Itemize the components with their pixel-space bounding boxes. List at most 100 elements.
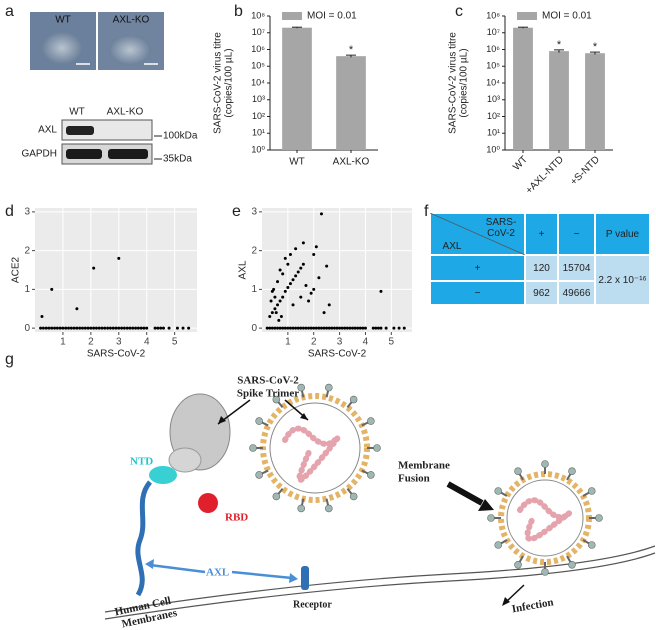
point bbox=[64, 326, 68, 330]
point bbox=[50, 326, 54, 330]
axl-protein bbox=[135, 480, 153, 597]
point bbox=[120, 326, 124, 330]
spike-head bbox=[587, 541, 596, 549]
spike-trimer bbox=[168, 447, 202, 473]
x-axis-label: SARS-CoV-2 bbox=[308, 349, 367, 360]
point bbox=[92, 326, 96, 330]
point bbox=[286, 285, 290, 289]
point bbox=[291, 303, 295, 307]
point bbox=[136, 326, 140, 330]
panel-letter: b bbox=[234, 3, 243, 20]
arrow bbox=[446, 481, 484, 506]
point bbox=[277, 318, 281, 322]
y-tick-label: 1 bbox=[24, 284, 30, 295]
point bbox=[281, 295, 285, 299]
x-tick-label: AXL-KO bbox=[333, 157, 370, 168]
point bbox=[338, 326, 342, 330]
point bbox=[379, 326, 383, 330]
point bbox=[301, 326, 305, 330]
point bbox=[50, 287, 54, 291]
point bbox=[114, 326, 118, 330]
p-value-cell: 2.2 x 10⁻¹⁶ bbox=[595, 255, 650, 305]
x-axis-label: SARS-CoV-2 bbox=[87, 349, 146, 360]
rna bbox=[282, 425, 341, 483]
arrowhead bbox=[502, 597, 510, 606]
point bbox=[61, 326, 65, 330]
table-cell: 962 bbox=[525, 281, 558, 305]
y-axis-label: SARS-CoV-2 virus titre bbox=[213, 32, 224, 134]
table-cell: 15704 bbox=[558, 255, 595, 281]
significance-mark: * bbox=[349, 44, 354, 56]
point bbox=[363, 326, 367, 330]
y-tick-label: 1 bbox=[251, 284, 257, 295]
point bbox=[294, 247, 298, 251]
diagram-label: Spike Trimer bbox=[237, 388, 299, 400]
point bbox=[343, 326, 347, 330]
spike-head bbox=[367, 417, 375, 425]
blot-band bbox=[66, 149, 102, 159]
point bbox=[317, 276, 321, 280]
spike-head bbox=[249, 444, 257, 452]
spike-head bbox=[373, 444, 381, 452]
point bbox=[47, 326, 51, 330]
spikes bbox=[249, 383, 603, 576]
bar bbox=[513, 27, 533, 150]
point bbox=[92, 266, 96, 270]
virus bbox=[506, 479, 584, 557]
point bbox=[276, 326, 280, 330]
point bbox=[296, 270, 300, 274]
y-axis-label: AXL bbox=[238, 260, 249, 279]
point bbox=[40, 315, 44, 318]
spike-head bbox=[595, 514, 603, 522]
x-tick-label: 3 bbox=[337, 337, 343, 348]
arrowhead bbox=[218, 416, 226, 424]
point bbox=[117, 326, 121, 330]
point bbox=[294, 274, 298, 278]
row-header: + bbox=[430, 255, 525, 281]
spike-head bbox=[514, 467, 522, 476]
point bbox=[53, 326, 57, 330]
point bbox=[175, 326, 179, 330]
y-tick-label: 10⁶ bbox=[251, 44, 265, 54]
table-cell: 49666 bbox=[558, 281, 595, 305]
lane-label: WT bbox=[69, 107, 85, 118]
point bbox=[327, 326, 331, 330]
bar bbox=[549, 51, 569, 150]
y-tick-label: 10² bbox=[252, 111, 265, 121]
point bbox=[353, 326, 357, 330]
point bbox=[94, 326, 98, 330]
point bbox=[304, 326, 308, 330]
significance-mark: * bbox=[557, 39, 562, 51]
spike-head bbox=[324, 383, 333, 392]
x-tick-label: 4 bbox=[363, 337, 369, 348]
lane-label: AXL-KO bbox=[107, 107, 144, 118]
point bbox=[314, 326, 318, 330]
y-tick-label: 0 bbox=[251, 323, 257, 334]
diagram-label: Infection bbox=[511, 596, 555, 615]
divider-line bbox=[430, 213, 525, 255]
point bbox=[397, 326, 401, 330]
point bbox=[134, 326, 138, 330]
spike-head bbox=[367, 471, 375, 479]
spike-head bbox=[349, 492, 358, 501]
point bbox=[322, 311, 326, 315]
point bbox=[145, 326, 149, 330]
arrowhead bbox=[289, 573, 298, 583]
x-tick-label: +AXL-NTD bbox=[524, 154, 566, 196]
point bbox=[307, 299, 311, 303]
point bbox=[159, 326, 163, 330]
y-tick-label: 10³ bbox=[252, 94, 265, 104]
point bbox=[103, 326, 107, 330]
column-header: − bbox=[558, 213, 595, 255]
point bbox=[371, 326, 375, 330]
point bbox=[117, 256, 121, 260]
x-tick-label: 4 bbox=[144, 337, 150, 348]
cell-colony bbox=[109, 35, 151, 65]
legend-swatch bbox=[517, 12, 537, 20]
row-header: − bbox=[430, 281, 525, 305]
x-tick-label: WT bbox=[511, 154, 530, 173]
blot-band bbox=[108, 149, 148, 159]
point bbox=[75, 326, 79, 330]
y-tick-label: 3 bbox=[251, 207, 257, 218]
spike-head bbox=[568, 560, 576, 569]
